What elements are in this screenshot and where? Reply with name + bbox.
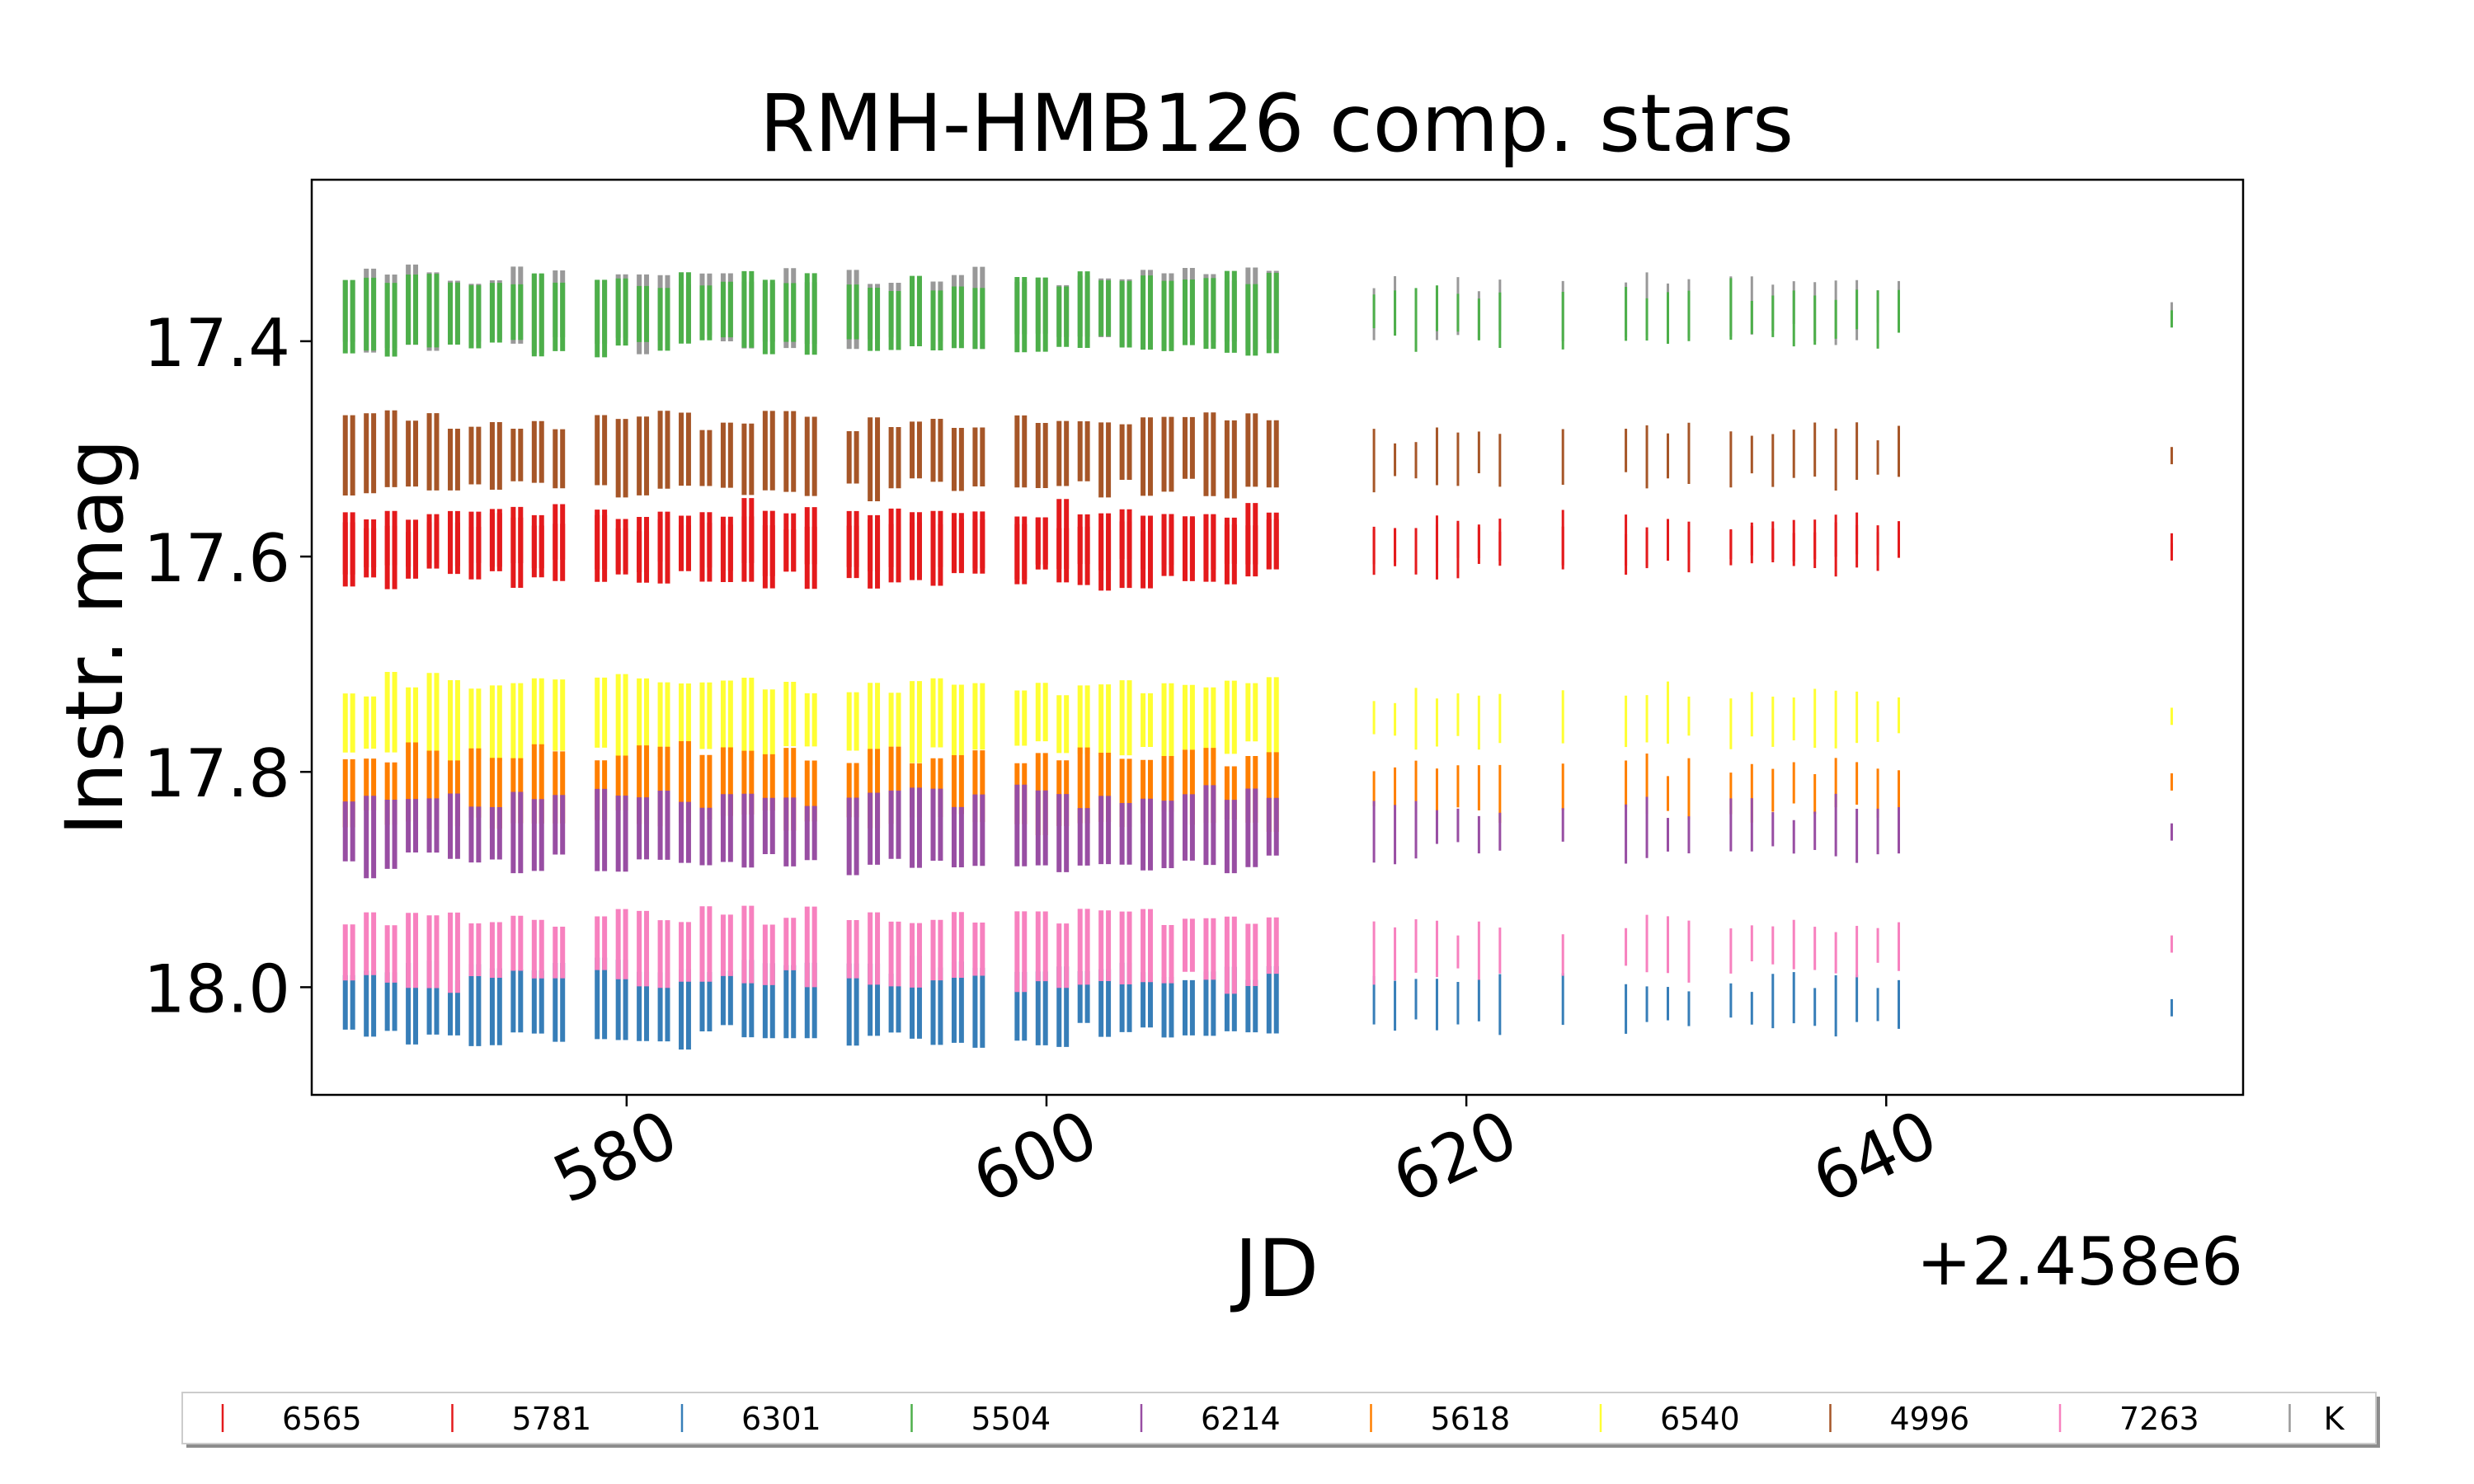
y-tick-label: 17.4 [143, 305, 290, 382]
x-tick-label: 640 [1802, 1096, 1949, 1219]
x-tick-label: 600 [962, 1096, 1109, 1219]
legend-frame [181, 1392, 2377, 1444]
legend-label: 5504 [971, 1401, 1051, 1437]
x-tick-label: 580 [542, 1096, 689, 1219]
legend-label: 5781 [512, 1401, 592, 1437]
legend-label: 7263 [2119, 1401, 2199, 1437]
x-axis-label: JD [1230, 1223, 1319, 1315]
x-tick-label: 620 [1382, 1096, 1529, 1219]
y-axis: 17.4 17.6 17.8 18.0 [143, 305, 312, 1027]
x-axis: 580 600 620 640 [542, 1095, 1948, 1218]
legend-label: 6301 [741, 1401, 821, 1437]
series-6301 [342, 956, 2173, 1050]
y-tick-label: 17.6 [143, 520, 290, 597]
y-axis-label: Instr. mag [49, 439, 141, 836]
legend-label: 6565 [282, 1401, 362, 1437]
y-tick-label: 18.0 [143, 951, 290, 1027]
series-6214 [342, 784, 2173, 879]
series-4996 [342, 410, 2173, 502]
legend-label: 6540 [1660, 1401, 1740, 1437]
legend: 6565 5781 6301 5504 6214 5618 6540 4996 7263 K [181, 1392, 2380, 1448]
plot-data [342, 264, 2173, 1050]
legend-label: 4996 [1890, 1401, 1970, 1437]
series-5504 [342, 270, 2173, 358]
series-5781 [342, 513, 2173, 580]
legend-label: 5618 [1431, 1401, 1511, 1437]
chart-title: RMH-HMB126 comp. stars [760, 77, 1794, 170]
legend-label: 6214 [1201, 1401, 1281, 1437]
series-7263 [342, 905, 2173, 994]
legend-label: K [2324, 1401, 2345, 1437]
x-offset-label: +2.458e6 [1917, 1223, 2243, 1300]
series-6540 [342, 671, 2173, 766]
plot-frame [310, 178, 2245, 1097]
y-tick-label: 17.8 [143, 735, 290, 812]
